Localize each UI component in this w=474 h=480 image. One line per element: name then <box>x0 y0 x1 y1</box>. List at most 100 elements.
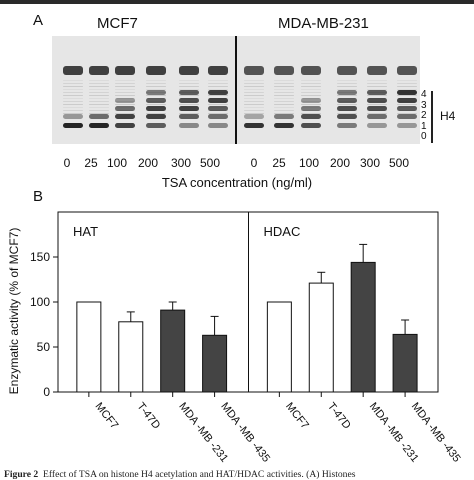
gel-band <box>397 98 417 103</box>
gel-band <box>146 114 166 119</box>
gel-faint-band <box>115 80 135 81</box>
x-tick-label: MCF7 <box>283 400 311 431</box>
gel-faint-band <box>89 107 109 108</box>
gel-faint-band <box>367 80 387 81</box>
gel-faint-band <box>208 83 228 84</box>
gel-band <box>115 123 135 128</box>
gel-faint-band <box>301 89 321 90</box>
gel-faint-band <box>179 113 199 114</box>
gel-band <box>179 123 199 128</box>
gel-lane <box>206 36 230 144</box>
gel-band <box>337 66 357 75</box>
gel-faint-band <box>115 83 135 84</box>
gel-faint-band <box>146 89 166 90</box>
gel-faint-band <box>397 89 417 90</box>
gel-faint-band <box>337 83 357 84</box>
gel-faint-band <box>115 113 135 114</box>
concentration-label: 300 <box>359 156 381 170</box>
gel-faint-band <box>244 104 264 105</box>
y-tick-label: 0 <box>43 385 50 399</box>
gel-faint-band <box>367 104 387 105</box>
gel-faint-band <box>367 89 387 90</box>
caption-lead: Figure 2 <box>4 469 39 480</box>
gel-band <box>244 114 264 119</box>
gel-faint-band <box>146 104 166 105</box>
gel-faint-band <box>337 113 357 114</box>
gel-faint-band <box>115 104 135 105</box>
gel-faint-band <box>63 95 83 96</box>
gel-faint-band <box>89 110 109 111</box>
gel-faint-band <box>89 95 109 96</box>
gel-faint-band <box>115 86 135 87</box>
gel-faint-band <box>146 83 166 84</box>
gel-band <box>115 106 135 111</box>
gel-band <box>179 90 199 95</box>
gel-faint-band <box>274 86 294 87</box>
gel-faint-band <box>89 98 109 99</box>
concentration-label: 500 <box>199 156 221 170</box>
gel-faint-band <box>244 110 264 111</box>
gel-band <box>146 106 166 111</box>
gel-faint-band <box>337 95 357 96</box>
gel-faint-band <box>337 80 357 81</box>
gel-faint-band <box>274 107 294 108</box>
bar <box>76 301 102 393</box>
bar <box>266 301 292 393</box>
concentration-label: 300 <box>170 156 192 170</box>
gel-faint-band <box>179 95 199 96</box>
gel-faint-band <box>63 83 83 84</box>
gel-band <box>146 90 166 95</box>
band-number-label: 4 <box>421 89 427 100</box>
gel-faint-band <box>146 80 166 81</box>
gel-band <box>301 114 321 119</box>
bar <box>392 333 418 393</box>
gel-faint-band <box>367 95 387 96</box>
gel-band <box>367 66 387 75</box>
gel-lane <box>272 36 296 144</box>
panel-b-letter: B <box>33 188 44 205</box>
concentration-label: 100 <box>298 156 320 170</box>
figure-caption: Figure 2 Effect of TSA on histone H4 ace… <box>4 469 474 480</box>
gel-faint-band <box>274 89 294 90</box>
gel-faint-band <box>179 89 199 90</box>
gel-faint-band <box>89 101 109 102</box>
gel-faint-band <box>89 92 109 93</box>
gel-band <box>244 66 264 75</box>
gel-band <box>63 123 83 128</box>
gel-faint-band <box>89 80 109 81</box>
bar <box>118 321 144 393</box>
gel-faint-band <box>274 92 294 93</box>
gel-faint-band <box>244 80 264 81</box>
gel-band <box>301 106 321 111</box>
gel-band <box>367 123 387 128</box>
histone-gel-image <box>52 36 420 144</box>
bar <box>202 334 228 393</box>
gel-band <box>179 114 199 119</box>
concentration-label: 500 <box>388 156 410 170</box>
gel-faint-band <box>301 80 321 81</box>
gel-band <box>146 66 166 75</box>
gel-faint-band <box>208 113 228 114</box>
gel-faint-band <box>244 107 264 108</box>
gel-faint-band <box>337 86 357 87</box>
gel-faint-band <box>63 92 83 93</box>
h4-label: H4 <box>440 109 456 123</box>
bar <box>160 309 186 393</box>
gel-faint-band <box>63 80 83 81</box>
gel-band <box>397 123 417 128</box>
concentration-label: 25 <box>84 156 98 170</box>
gel-band <box>208 66 228 75</box>
gel-faint-band <box>244 98 264 99</box>
gel-faint-band <box>146 86 166 87</box>
band-number-label: 3 <box>421 99 427 111</box>
gel-band <box>63 66 83 75</box>
y-tick-label: 150 <box>30 250 50 264</box>
gel-faint-band <box>208 104 228 105</box>
gel-faint-band <box>115 101 135 102</box>
x-tick-label: T-47D <box>325 400 353 431</box>
gel-band <box>115 98 135 103</box>
gel-faint-band <box>301 86 321 87</box>
gel-faint-band <box>63 104 83 105</box>
concentration-label: 25 <box>272 156 286 170</box>
